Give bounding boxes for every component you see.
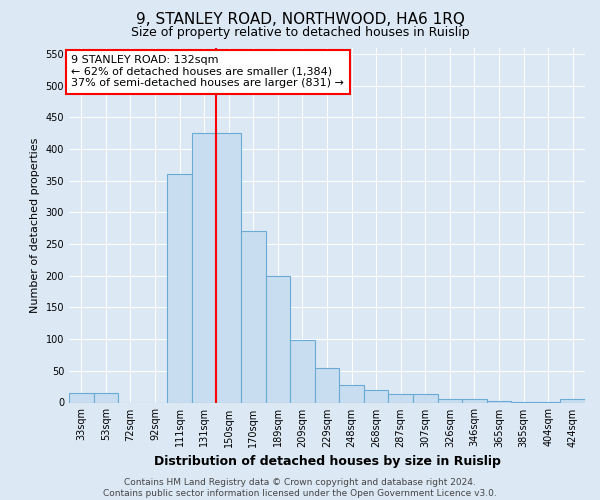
Bar bbox=[437, 400, 462, 402]
Text: 9, STANLEY ROAD, NORTHWOOD, HA6 1RQ: 9, STANLEY ROAD, NORTHWOOD, HA6 1RQ bbox=[136, 12, 464, 28]
Bar bbox=[217, 133, 241, 402]
Bar bbox=[241, 232, 266, 402]
Bar bbox=[487, 400, 511, 402]
Text: Contains HM Land Registry data © Crown copyright and database right 2024.
Contai: Contains HM Land Registry data © Crown c… bbox=[103, 478, 497, 498]
Text: Size of property relative to detached houses in Ruislip: Size of property relative to detached ho… bbox=[131, 26, 469, 39]
Bar bbox=[266, 276, 290, 402]
Bar bbox=[69, 393, 94, 402]
Bar bbox=[364, 390, 388, 402]
Bar bbox=[315, 368, 339, 402]
Text: 9 STANLEY ROAD: 132sqm
← 62% of detached houses are smaller (1,384)
37% of semi-: 9 STANLEY ROAD: 132sqm ← 62% of detached… bbox=[71, 55, 344, 88]
Bar bbox=[413, 394, 437, 402]
Bar bbox=[167, 174, 192, 402]
Bar bbox=[462, 400, 487, 402]
Bar bbox=[560, 400, 585, 402]
Y-axis label: Number of detached properties: Number of detached properties bbox=[30, 138, 40, 312]
Bar bbox=[94, 393, 118, 402]
Bar bbox=[388, 394, 413, 402]
Bar bbox=[290, 340, 315, 402]
X-axis label: Distribution of detached houses by size in Ruislip: Distribution of detached houses by size … bbox=[154, 455, 500, 468]
Bar bbox=[339, 385, 364, 402]
Bar bbox=[192, 133, 217, 402]
